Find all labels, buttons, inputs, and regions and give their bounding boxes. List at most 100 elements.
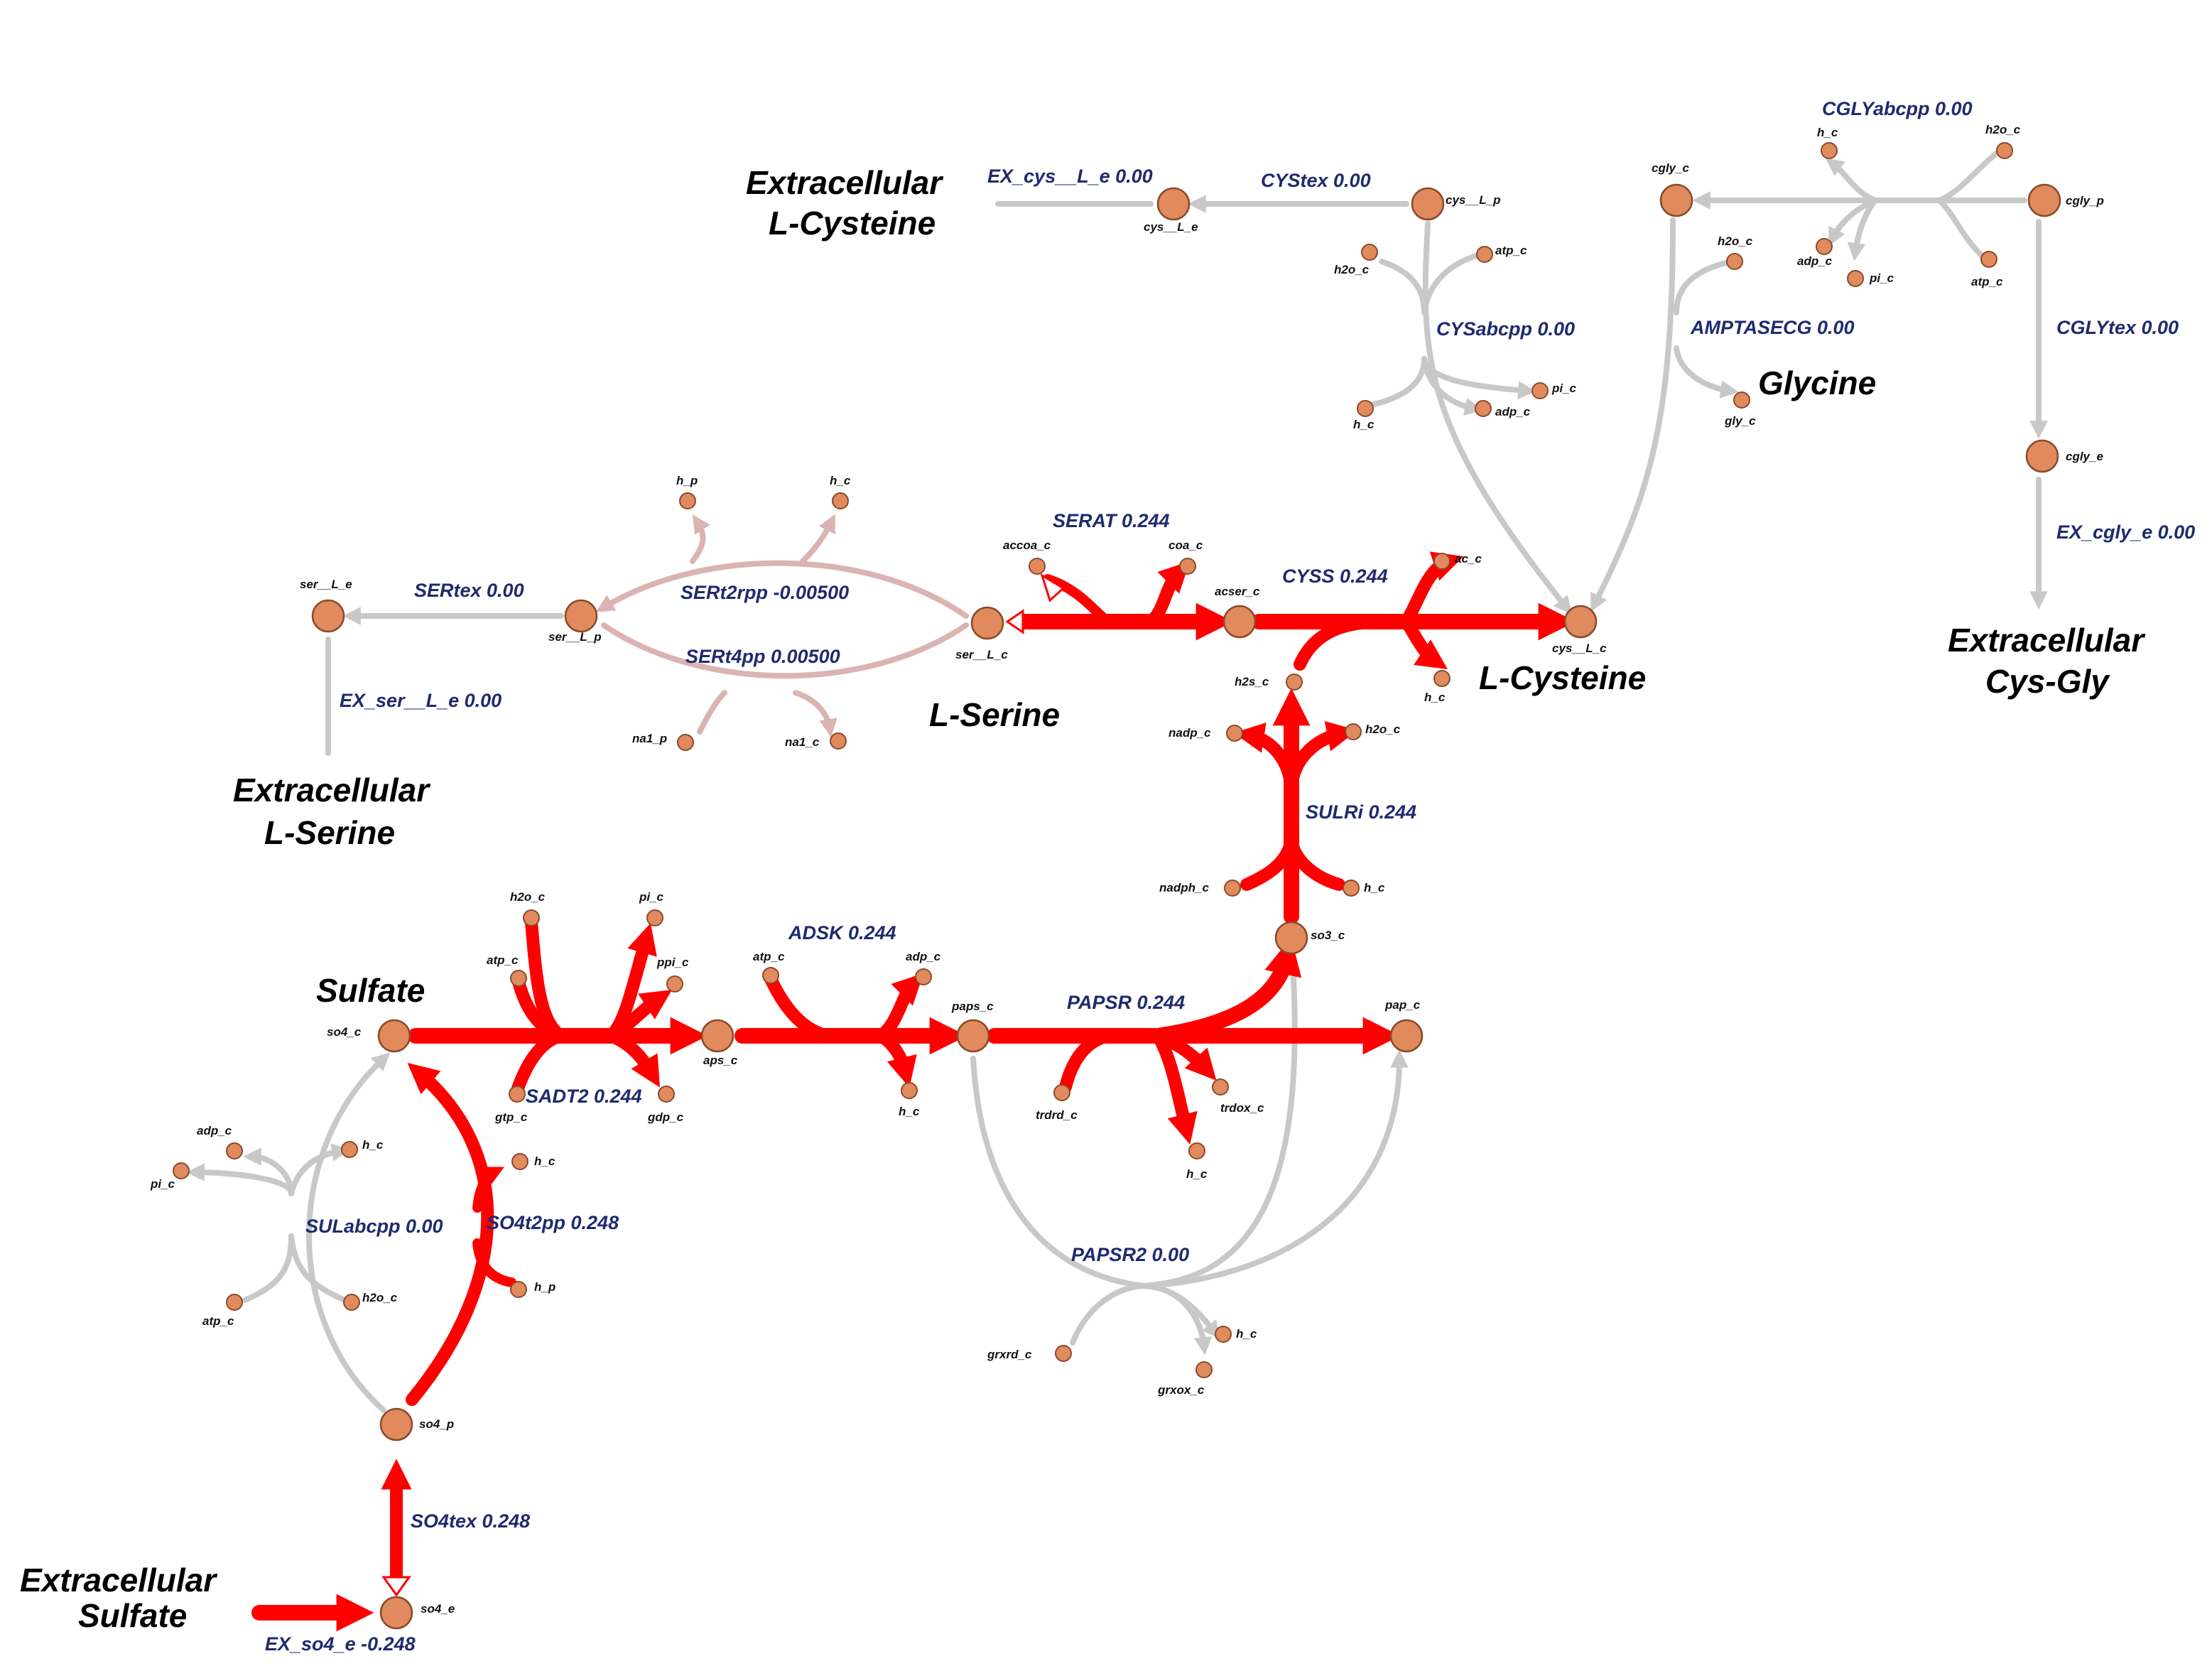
- title-extracellular-cysgly-2: Cys-Gly: [1985, 663, 2110, 700]
- label-so4tex: SO4tex 0.248: [411, 1510, 530, 1532]
- edge-papsr2-pap: [1141, 1049, 1409, 1289]
- title-extracellular-lserine-1: Extracellular: [233, 772, 430, 808]
- node-h-c-cys: [1357, 400, 1374, 417]
- node-nadp-c: [1226, 725, 1243, 742]
- label-h2o-c-cys: h2o_c: [1334, 263, 1370, 276]
- label-gtp-c: gtp_c: [494, 1110, 528, 1124]
- label-h-c-papsr: h_c: [1186, 1167, 1208, 1181]
- node-atp-c-cys: [1476, 246, 1493, 263]
- node-ppi-c: [666, 975, 683, 992]
- edge-papsr-trdrd: [1059, 1029, 1115, 1093]
- label-so4-e: so4_e: [421, 1602, 455, 1616]
- label-nadp-c: nadp_c: [1169, 726, 1211, 740]
- node-cys-l-c: [1563, 605, 1598, 639]
- node-adp-c-cys: [1475, 400, 1492, 417]
- edge-cglyabcpp-atp: [1936, 198, 1985, 259]
- label-atp-c-sadt2: atp_c: [487, 953, 519, 967]
- node-gly-c: [1733, 391, 1750, 409]
- label-h2o-c-sadt2: h2o_c: [510, 890, 546, 904]
- node-atp-c-sul: [226, 1294, 243, 1311]
- label-h2s-c: h2s_c: [1235, 675, 1269, 688]
- edge-sulri-h: [1285, 832, 1345, 891]
- label-h2o-c-cgly: h2o_c: [1985, 123, 2021, 136]
- node-h-c-cgly: [1821, 142, 1838, 159]
- label-h-c-adsk: h_c: [899, 1105, 920, 1118]
- label-cgly-e: cgly_e: [2066, 450, 2103, 463]
- title-lserine: L-Serine: [929, 696, 1060, 733]
- edge-sulri-h2o: [1285, 721, 1358, 795]
- label-gdp-c: gdp_c: [647, 1110, 684, 1124]
- label-adp-c-cgly: adp_c: [1797, 254, 1833, 268]
- node-coa-c: [1179, 558, 1196, 575]
- edge-sert2rpp-top: [596, 560, 969, 619]
- edge-sert4pp-bot: [601, 622, 969, 679]
- label-atp-c-sul: atp_c: [202, 1314, 234, 1328]
- node-na1-c: [830, 732, 847, 750]
- edge-cysabcpp-h: [1368, 356, 1427, 408]
- label-amptasecg: AMPTASECG 0.00: [1690, 317, 1855, 338]
- node-pi-c-cgly: [1847, 270, 1864, 287]
- hollow-tip-serat-accoa: [1040, 573, 1066, 602]
- edge-sulabcpp-h: [288, 1143, 350, 1196]
- label-adp-c-adsk: adp_c: [906, 950, 941, 963]
- node-h-c-papsr: [1188, 1142, 1205, 1159]
- node-so4-e: [379, 1596, 413, 1630]
- node-h2o-c-amp: [1726, 253, 1743, 270]
- label-pi-c-sadt2: pi_c: [639, 890, 664, 904]
- node-cgly-p: [2027, 183, 2061, 217]
- label-h-c-cyss: h_c: [1424, 691, 1446, 704]
- node-trdrd-c: [1053, 1084, 1070, 1101]
- title-extracellular-cysgly-1: Extracellular: [1948, 622, 2145, 659]
- node-pap-c: [1389, 1019, 1424, 1053]
- hollow-tip-so4tex: [381, 1576, 411, 1597]
- node-ser-l-e: [311, 599, 345, 633]
- edge-so4t2pp-main: [406, 1063, 494, 1406]
- label-sert2rpp: SERt2rpp -0.00500: [681, 582, 849, 603]
- label-h-p-ser: h_p: [676, 474, 698, 487]
- node-gdp-c: [658, 1086, 675, 1103]
- edge-adsk-h: [874, 1029, 917, 1088]
- label-h-c-so4t2pp: h_c: [534, 1154, 555, 1168]
- edge-so4t2pp-hp: [472, 1238, 516, 1287]
- edge-cysabcpp-main: [1422, 221, 1573, 615]
- node-cys-l-p: [1411, 187, 1445, 221]
- faded-edges: [596, 514, 969, 737]
- node-adp-c-sul: [226, 1142, 243, 1159]
- node-grxox-c: [1196, 1361, 1213, 1378]
- label-h-c-cgly: h_c: [1817, 126, 1838, 139]
- label-h2o-c-sul: h2o_c: [362, 1291, 398, 1304]
- edge-cysabcpp-atp: [1421, 251, 1484, 315]
- edge-sadt2-gtp: [511, 1029, 568, 1097]
- edge-sulabcpp-main: [306, 1052, 391, 1413]
- label-grxrd-c: grxrd_c: [987, 1348, 1032, 1361]
- title-sulfate: Sulfate: [316, 972, 425, 1009]
- edge-adsk-atp: [764, 973, 834, 1042]
- edge-sulabcpp-h2o: [288, 1233, 347, 1303]
- node-so4-c: [377, 1019, 411, 1053]
- label-so4-p: so4_p: [419, 1417, 454, 1431]
- label-gly-c: gly_c: [1724, 414, 1756, 428]
- node-gtp-c: [509, 1086, 526, 1103]
- label-ser-l-p: ser__L_p: [548, 630, 602, 644]
- label-sertex: SERtex 0.00: [414, 580, 524, 601]
- title-lcysteine: L-Cysteine: [1479, 659, 1646, 696]
- label-adp-c-cys: adp_c: [1495, 405, 1531, 418]
- metabolite-labels: so4_e so4_p so4_c h_p h_c adp_c pi_c h_c…: [150, 123, 2104, 1616]
- active-edges: [251, 551, 1576, 1632]
- edge-sert2rpp-hp: [690, 514, 710, 564]
- node-atp-c-adsk: [762, 967, 779, 984]
- node-so3-c: [1274, 921, 1308, 955]
- node-ser-l-c: [970, 606, 1004, 640]
- label-h2o-c-amp: h2o_c: [1718, 234, 1753, 248]
- title-extracellular-sulfate-1: Extracellular: [20, 1562, 217, 1599]
- edge-amptasecg-h2o: [1674, 260, 1729, 315]
- node-pi-c-sul: [173, 1162, 190, 1179]
- title-glycine: Glycine: [1758, 364, 1876, 401]
- label-ex-cys-l-e: EX_cys__L_e 0.00: [987, 166, 1153, 187]
- node-nadph-c: [1224, 880, 1241, 897]
- title-extracellular-lcysteine-1: Extracellular: [746, 164, 943, 201]
- node-h2o-c-sulri: [1345, 723, 1362, 740]
- label-cgly-p: cgly_p: [2066, 194, 2104, 207]
- label-h-c-cys: h_c: [1353, 418, 1375, 431]
- edge-cglyabcpp-pi: [1847, 198, 1878, 261]
